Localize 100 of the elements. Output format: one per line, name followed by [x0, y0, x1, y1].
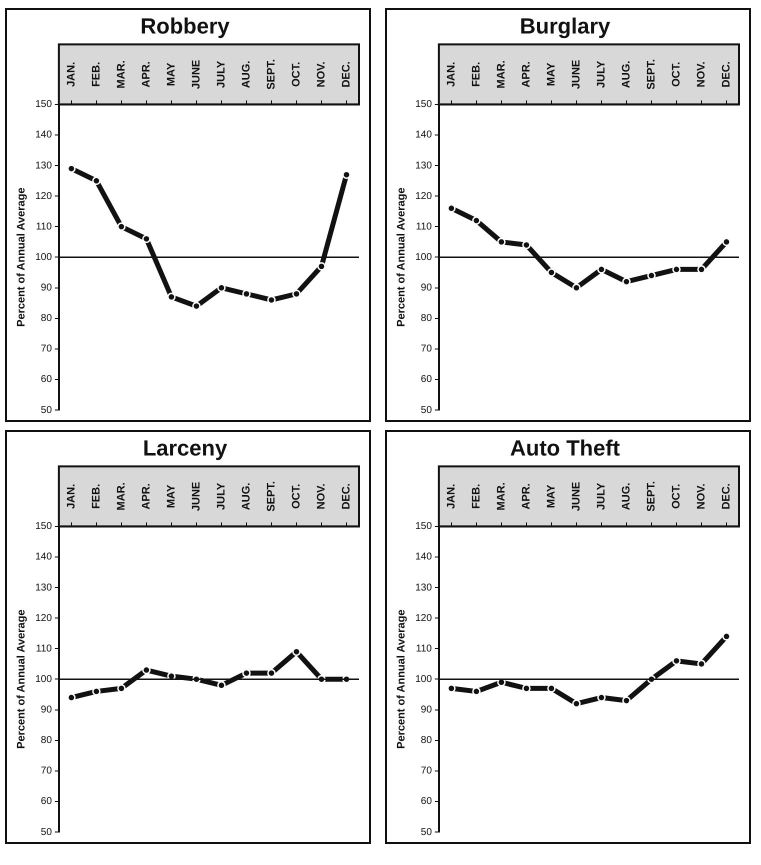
- x-tick-label: AUG.: [620, 60, 632, 88]
- point: [547, 268, 556, 277]
- y-tick-label: 60: [40, 796, 52, 808]
- y-tick-label: 80: [420, 735, 432, 746]
- y-tick-label: 70: [420, 344, 432, 355]
- x-tick-label: SEPT.: [266, 59, 278, 90]
- y-tick-label: 120: [35, 612, 52, 624]
- y-tick-label: 130: [35, 582, 52, 594]
- x-tick-label: MAR.: [495, 60, 508, 88]
- x-tick-label: SEPT.: [266, 481, 278, 512]
- x-tick-label: JUNE: [190, 482, 202, 512]
- x-tick-label: NOV.: [696, 61, 708, 88]
- y-tick-label: 150: [415, 99, 432, 110]
- y-tick-label: 100: [415, 252, 432, 263]
- x-tick-label: FEB.: [470, 62, 482, 87]
- x-tick-label: NOV.: [316, 483, 328, 510]
- y-tick-label: 90: [40, 704, 52, 716]
- y-tick-label: 60: [420, 374, 432, 386]
- x-tick-label: MAY: [545, 62, 558, 86]
- point: [472, 216, 481, 225]
- x-tick-label: DEC.: [720, 483, 733, 510]
- x-tick-label: MAR.: [495, 482, 508, 510]
- y-axis-title: Percent of Annual Average: [16, 610, 28, 749]
- y-tick-label: 100: [415, 674, 432, 685]
- x-tick-label: DEC.: [340, 483, 353, 510]
- x-tick-label: OCT.: [290, 62, 303, 87]
- y-tick-label: 150: [35, 521, 52, 532]
- x-tick-label: OCT.: [670, 62, 683, 87]
- y-tick-label: 50: [420, 404, 432, 416]
- y-tick-label: 140: [35, 130, 52, 141]
- y-tick-label: 90: [420, 704, 432, 716]
- y-tick-label: 100: [35, 252, 52, 263]
- y-axis-title: Percent of Annual Average: [16, 188, 28, 327]
- y-tick-label: 130: [35, 160, 52, 172]
- point: [117, 222, 126, 231]
- y-tick-label: 70: [40, 344, 52, 355]
- x-tick-label: JUNE: [190, 60, 202, 90]
- point: [647, 271, 656, 280]
- x-tick-label: JULY: [595, 482, 608, 510]
- y-tick-label: 110: [36, 643, 52, 654]
- point: [317, 262, 326, 271]
- y-tick-label: 100: [35, 674, 52, 685]
- chart-title: Larceny: [142, 435, 228, 460]
- point: [167, 292, 176, 302]
- y-tick-label: 80: [40, 313, 52, 324]
- y-tick-label: 50: [40, 826, 52, 838]
- y-tick-label: 140: [35, 552, 52, 563]
- y-tick-label: 80: [420, 313, 432, 324]
- x-tick-label: AUG.: [620, 482, 632, 510]
- point: [142, 234, 151, 244]
- x-tick-label: AUG.: [240, 482, 252, 510]
- y-tick-label: 120: [415, 190, 432, 202]
- x-tick-label: APR.: [140, 61, 152, 88]
- x-tick-label: FEB.: [90, 62, 102, 87]
- y-tick-label: 80: [40, 735, 52, 746]
- x-tick-label: JAN.: [65, 484, 78, 509]
- x-tick-label: APR.: [520, 483, 532, 510]
- y-tick-label: 120: [35, 190, 52, 202]
- x-tick-label: FEB.: [90, 484, 102, 509]
- y-tick-label: 150: [35, 99, 52, 110]
- y-tick-label: 90: [420, 282, 432, 294]
- x-tick-label: JUNE: [570, 60, 582, 90]
- x-tick-label: JULY: [595, 60, 608, 88]
- y-axis-title: Percent of Annual Average: [396, 610, 408, 749]
- x-tick-label: DEC.: [340, 61, 353, 88]
- x-tick-label: JULY: [215, 60, 228, 88]
- y-tick-label: 60: [420, 796, 432, 808]
- x-tick-label: MAY: [165, 62, 178, 86]
- x-tick-label: JAN.: [445, 62, 458, 87]
- y-tick-label: 50: [420, 826, 432, 838]
- chart-title: Robbery: [140, 13, 230, 38]
- y-tick-label: 140: [415, 130, 432, 141]
- y-tick-label: 110: [36, 221, 52, 232]
- x-tick-label: APR.: [520, 61, 532, 88]
- chart-title: Burglary: [520, 13, 611, 38]
- x-tick-label: MAY: [165, 484, 178, 508]
- x-tick-label: SEPT.: [646, 481, 658, 512]
- y-tick-label: 60: [40, 374, 52, 386]
- y-axis-title: Percent of Annual Average: [396, 188, 408, 327]
- chart-title: Auto Theft: [510, 435, 621, 460]
- x-tick-label: FEB.: [470, 484, 482, 509]
- x-tick-label: JULY: [215, 482, 228, 510]
- x-tick-label: JUNE: [570, 482, 582, 512]
- y-tick-label: 150: [415, 521, 432, 532]
- x-tick-label: NOV.: [316, 61, 328, 88]
- x-tick-label: OCT.: [290, 484, 303, 509]
- y-tick-label: 140: [415, 552, 432, 563]
- y-tick-label: 90: [40, 282, 52, 294]
- x-tick-label: OCT.: [670, 484, 683, 509]
- x-tick-label: DEC.: [720, 61, 733, 88]
- x-tick-label: JAN.: [65, 62, 78, 87]
- x-tick-label: SEPT.: [646, 59, 658, 90]
- y-tick-label: 70: [40, 766, 52, 777]
- y-tick-label: 130: [415, 582, 432, 594]
- x-tick-label: MAR.: [115, 60, 128, 88]
- x-tick-label: JAN.: [445, 484, 458, 509]
- x-tick-label: MAR.: [115, 482, 128, 510]
- y-tick-label: 70: [420, 766, 432, 777]
- x-tick-label: AUG.: [240, 60, 252, 88]
- y-tick-label: 120: [415, 612, 432, 624]
